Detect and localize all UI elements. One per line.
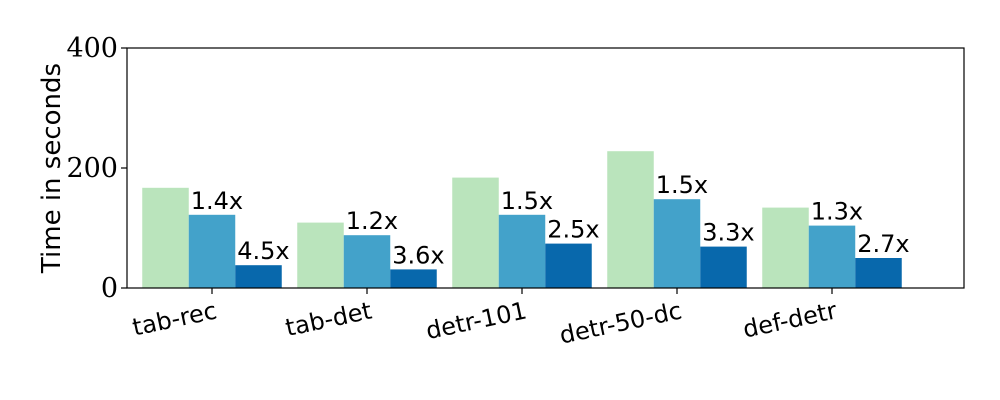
bar-def-detr-series-2 — [808, 225, 856, 288]
bar-tab-det-series-2 — [343, 235, 391, 288]
bar-def-detr-series-1 — [762, 207, 809, 288]
y-axis: 0 200 400 — [66, 33, 127, 304]
data-label-detr-101-series-2: 1.5x — [501, 187, 553, 215]
data-label-tab-det-series-3: 3.6x — [392, 241, 444, 269]
y-tick-label: 0 — [101, 273, 118, 304]
x-tick-label-tab-rec: tab-rec — [130, 296, 219, 341]
bar-detr-50-dc-series-2 — [653, 199, 701, 288]
data-label-detr-101-series-3: 2.5x — [547, 216, 599, 244]
bar-tab-rec-series-1 — [142, 187, 189, 288]
data-label-tab-rec-series-3: 4.5x — [237, 237, 289, 265]
data-label-detr-50-dc-series-2: 1.5x — [656, 171, 708, 199]
bars-group — [142, 151, 902, 288]
bar-tab-det-series-3 — [390, 269, 437, 288]
x-tick-label-detr-101: detr-101 — [423, 296, 529, 345]
bar-detr-50-dc-series-1 — [607, 151, 654, 288]
bar-detr-50-dc-series-3 — [700, 246, 747, 288]
bar-detr-101-series-3 — [545, 243, 592, 288]
data-label-def-detr-series-2: 1.3x — [811, 198, 863, 226]
x-tick-label-detr-50-dc: detr-50-dc — [557, 296, 684, 349]
data-labels-group: 1.4x4.5x1.2x3.6x1.5x2.5x1.5x3.3x1.3x2.7x — [191, 171, 910, 269]
data-label-detr-50-dc-series-3: 3.3x — [702, 219, 754, 247]
data-label-tab-rec-series-2: 1.4x — [191, 187, 243, 215]
x-tick-label-tab-det: tab-det — [283, 296, 374, 342]
bar-detr-101-series-2 — [498, 214, 546, 288]
bar-tab-rec-series-3 — [235, 265, 282, 288]
x-axis: tab-rec tab-det detr-101 detr-50-dc def-detr — [130, 288, 839, 350]
bar-tab-det-series-1 — [297, 222, 344, 288]
x-tick-label-def-detr: def-detr — [740, 296, 839, 343]
y-axis-label: Time in seconds — [37, 63, 67, 274]
data-label-tab-det-series-2: 1.2x — [346, 207, 398, 235]
bar-detr-101-series-1 — [452, 177, 499, 288]
data-label-def-detr-series-3: 2.7x — [857, 230, 909, 258]
y-tick-label: 200 — [66, 153, 118, 184]
y-tick-label: 400 — [66, 33, 118, 64]
bar-tab-rec-series-2 — [188, 214, 236, 288]
bar-def-detr-series-3 — [855, 258, 902, 288]
